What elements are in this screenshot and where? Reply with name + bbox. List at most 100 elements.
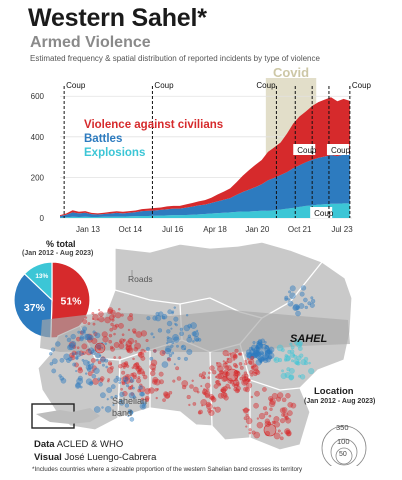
incident-dot (108, 339, 112, 344)
incident-dot (139, 391, 144, 397)
incident-dot (171, 310, 175, 313)
incident-dot (204, 393, 210, 399)
incident-dot (264, 352, 269, 357)
incident-dot (247, 379, 250, 382)
incident-dot (79, 336, 84, 342)
incident-dot (289, 285, 296, 292)
incident-dot (252, 341, 256, 345)
incident-dot (161, 313, 168, 320)
incident-dot (77, 375, 83, 381)
incident-dot (222, 362, 228, 368)
incident-dot (256, 421, 264, 429)
incident-dot (181, 384, 187, 390)
incident-dot (167, 309, 173, 315)
inset-label-line1: Sahelian (112, 396, 147, 406)
incident-dot (254, 390, 260, 397)
incident-dot (203, 388, 206, 391)
x-tick-label-5: Oct 21 (288, 225, 312, 234)
incident-dot (281, 397, 287, 403)
incident-dot (125, 345, 133, 352)
incident-dot (228, 386, 231, 390)
incident-dot (173, 336, 180, 343)
incident-dot (281, 369, 284, 373)
incident-dot (207, 408, 212, 413)
incident-dot (238, 352, 241, 356)
incident-dot (201, 375, 205, 379)
incident-dot (243, 371, 247, 375)
incident-dot (121, 381, 126, 386)
area-battles (60, 153, 350, 218)
incident-dot (279, 436, 284, 441)
incident-dot (245, 417, 253, 425)
incident-dot (140, 356, 146, 361)
incident-dot (118, 381, 121, 384)
incident-dot (148, 387, 155, 394)
incident-dot (59, 358, 65, 363)
incident-dot (98, 347, 101, 351)
incident-dot (168, 391, 173, 395)
incident-dot (233, 358, 236, 361)
incident-dot (281, 407, 288, 413)
incident-dot (99, 376, 105, 381)
incident-dot (201, 371, 206, 376)
incident-dot (75, 383, 81, 389)
incident-dot (93, 367, 100, 374)
incident-dot (150, 332, 154, 336)
incident-dot (290, 345, 295, 350)
incident-dot (150, 359, 158, 366)
incident-dot (267, 348, 270, 351)
incident-dot (268, 396, 274, 402)
incident-dot (291, 359, 294, 363)
incident-dot (242, 408, 245, 411)
pie-slice-2 (23, 261, 53, 302)
incident-dot (253, 402, 259, 409)
incident-dot (125, 364, 130, 368)
incident-dot (283, 358, 288, 362)
incident-dot (139, 383, 143, 387)
incident-dot (127, 315, 134, 322)
incident-dot (49, 362, 54, 366)
incident-dot (220, 391, 228, 399)
incident-dot (192, 402, 197, 406)
incident-dot (60, 378, 67, 384)
incident-dot (145, 346, 150, 351)
incident-dot (257, 339, 263, 344)
incident-dot (293, 339, 300, 346)
incident-dot (65, 335, 68, 338)
incident-dot (183, 324, 190, 332)
incident-dot (300, 285, 307, 291)
incident-dot (300, 359, 307, 366)
incident-dot (187, 334, 192, 338)
incident-dot (284, 355, 291, 362)
coup-label-bg-5 (326, 144, 349, 155)
incident-dot (106, 367, 114, 374)
footnote: *Includes countries where a sizeable pro… (32, 466, 303, 473)
incident-dot (101, 406, 104, 409)
incident-dot (303, 297, 308, 303)
incident-dot (181, 345, 184, 348)
incident-dot (184, 348, 187, 351)
incident-dot (153, 349, 157, 353)
incident-dot (132, 357, 135, 361)
incident-dot (155, 315, 162, 322)
incident-dot (135, 365, 142, 372)
incident-dot (96, 318, 100, 321)
incident-dot (186, 349, 193, 355)
incident-dot (171, 351, 175, 355)
incident-dot (140, 400, 144, 404)
inset-label-line2: band (112, 408, 132, 418)
incident-dot (276, 396, 282, 402)
incident-dot (77, 330, 81, 334)
incident-dot (127, 338, 134, 345)
incident-dot (105, 365, 108, 369)
incident-dot (289, 368, 295, 374)
incident-dot (78, 366, 83, 371)
incident-dot (71, 352, 75, 356)
incident-dot (271, 392, 278, 400)
incident-dot (113, 356, 117, 359)
incident-dot (215, 380, 219, 384)
y-tick-label-400: 400 (31, 133, 45, 142)
incident-dot (175, 366, 180, 371)
incident-dot (107, 379, 110, 383)
roads-label: Roads (128, 274, 153, 284)
